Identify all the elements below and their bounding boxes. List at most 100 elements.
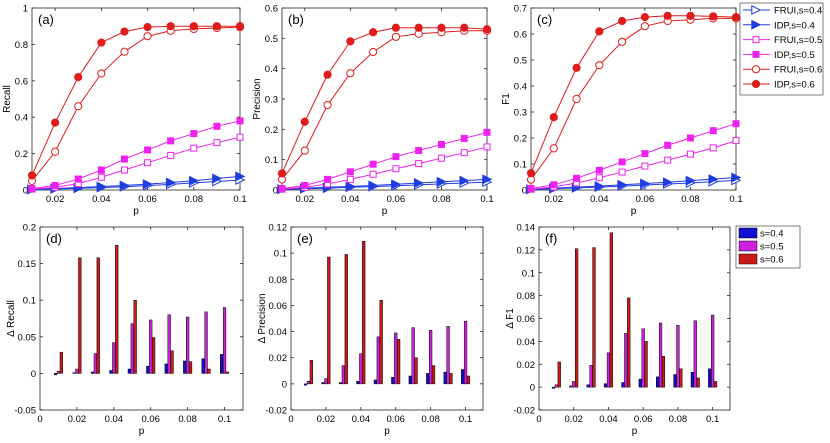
data-point bbox=[731, 13, 741, 22]
panel-title: (a) bbox=[38, 12, 54, 27]
bar-s-0-4 bbox=[551, 386, 556, 389]
bar-s-0-5 bbox=[658, 322, 663, 388]
data-point bbox=[97, 173, 105, 181]
x-tick-label: 0.02 bbox=[545, 194, 564, 205]
bar-s-0-4 bbox=[220, 354, 224, 374]
y-tick-label: 0 bbox=[530, 383, 535, 394]
data-point bbox=[391, 179, 402, 190]
bar-s-0-6 bbox=[449, 373, 453, 385]
x-axis-label: p bbox=[133, 206, 139, 217]
bar-s-0-4 bbox=[338, 382, 343, 385]
data-point bbox=[482, 25, 492, 34]
data-point bbox=[437, 154, 445, 162]
data-point bbox=[460, 23, 469, 32]
bar-s-0-6 bbox=[207, 368, 211, 374]
data-point bbox=[212, 22, 221, 31]
bar-s-0-4 bbox=[146, 365, 150, 374]
bar-s-0-5 bbox=[186, 316, 190, 374]
bar-s-0-4 bbox=[586, 384, 590, 388]
panel-title: (c) bbox=[537, 12, 552, 27]
data-point bbox=[392, 165, 400, 173]
data-point bbox=[213, 139, 221, 147]
data-point bbox=[709, 12, 718, 21]
data-point bbox=[51, 118, 60, 127]
x-tick-label: 0.1 bbox=[729, 194, 742, 205]
series-frui-s-0-4 bbox=[526, 175, 742, 195]
y-tick-label: 0.08 bbox=[517, 291, 536, 302]
bar-s-0-6 bbox=[133, 299, 137, 374]
series-line bbox=[31, 175, 241, 190]
bar-s-0-4 bbox=[109, 370, 113, 374]
bar-s-0-4 bbox=[90, 371, 95, 374]
data-point bbox=[663, 11, 672, 20]
data-point bbox=[74, 73, 83, 82]
panel-a: 0 0.2 0.4 0.6 0.8 1 0.02 0.04 0.06 0.08 0.1 p Recall… bbox=[2, 4, 247, 218]
data-point bbox=[51, 147, 60, 156]
bar-s-0-5 bbox=[306, 380, 311, 385]
data-point bbox=[300, 117, 309, 126]
data-point bbox=[120, 47, 129, 56]
x-tick-label: 0.1 bbox=[480, 194, 493, 205]
x-tick-label: 0 bbox=[536, 414, 541, 425]
data-point bbox=[391, 32, 400, 41]
y-tick-label: 0.5 bbox=[265, 34, 278, 45]
series-line bbox=[530, 140, 737, 190]
data-point bbox=[413, 178, 424, 189]
y-tick-label: 0.02 bbox=[269, 353, 288, 364]
data-point bbox=[595, 27, 604, 36]
bar-s-0-5 bbox=[711, 314, 715, 388]
data-point bbox=[369, 28, 378, 37]
data-point bbox=[345, 181, 356, 192]
data-point bbox=[641, 150, 649, 158]
data-point bbox=[277, 169, 287, 178]
series-line bbox=[31, 136, 241, 190]
bar-s-0-6 bbox=[152, 337, 156, 374]
y-tick-label: 0 bbox=[282, 379, 287, 390]
data-point bbox=[437, 23, 446, 32]
bar-s-0-4 bbox=[443, 371, 447, 385]
data-point bbox=[235, 171, 246, 182]
bar-s-0-6 bbox=[696, 377, 700, 388]
bar-s-0-4 bbox=[164, 363, 168, 374]
x-tick-label: 0.08 bbox=[421, 414, 440, 425]
y-tick-label: -0.02 bbox=[513, 406, 535, 417]
bar-s-0-6 bbox=[557, 361, 561, 388]
data-point bbox=[618, 37, 627, 46]
panel-title: (f) bbox=[545, 231, 557, 246]
bar-s-0-5 bbox=[376, 336, 380, 385]
legend-label: IDP,s=0.5 bbox=[774, 50, 815, 61]
data-point bbox=[708, 174, 719, 185]
data-point bbox=[549, 144, 558, 153]
bar-s-0-5 bbox=[693, 320, 697, 388]
data-point bbox=[323, 70, 332, 79]
axes-box bbox=[39, 226, 244, 411]
data-point bbox=[97, 166, 105, 174]
data-point bbox=[278, 184, 286, 192]
y-tick-label: 0.3 bbox=[265, 95, 278, 106]
data-point bbox=[709, 144, 717, 152]
y-tick-label: 0.06 bbox=[517, 314, 536, 325]
bar-s-0-4 bbox=[426, 373, 430, 385]
bar-s-0-5 bbox=[572, 381, 576, 388]
data-point bbox=[686, 150, 694, 158]
x-tick-label: 0.06 bbox=[387, 194, 406, 205]
data-point bbox=[594, 181, 605, 192]
legend-top-box bbox=[739, 2, 824, 96]
data-point bbox=[618, 168, 626, 176]
y-axis-label: Δ Recall bbox=[6, 300, 17, 337]
x-axis-label: p bbox=[382, 206, 388, 217]
data-point bbox=[686, 134, 694, 142]
bar-s-0-5 bbox=[93, 353, 97, 374]
data-point bbox=[369, 47, 378, 57]
series-idp-s-0-6 bbox=[27, 22, 245, 180]
series-line bbox=[281, 181, 488, 190]
bar-s-0-5 bbox=[112, 342, 116, 374]
bar-s-0-4 bbox=[621, 382, 625, 388]
series-frui-s-0-6 bbox=[27, 23, 245, 185]
y-tick-label: 0.1 bbox=[274, 249, 287, 260]
data-point bbox=[686, 11, 695, 20]
